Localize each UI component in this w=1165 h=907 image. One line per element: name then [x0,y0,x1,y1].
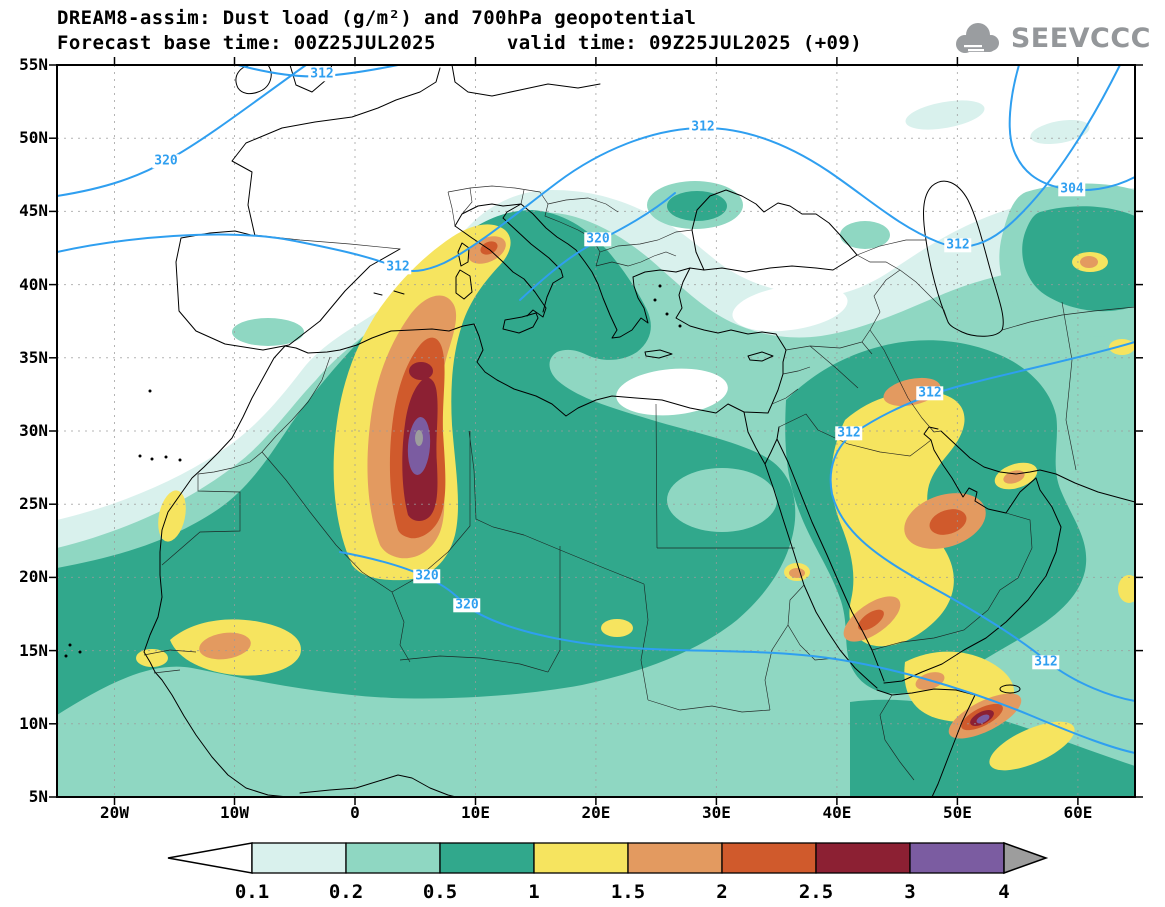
colorbar-left-arrow [167,842,253,874]
colorbar-cell [721,842,817,874]
colorbar-boundary-label: 0.1 [235,881,269,903]
colorbar-boundary-label: 2 [716,881,727,903]
lon-tick-label: 50E [942,803,972,822]
dust-load-filled-contours [57,100,1135,797]
geopotential-contour-label: 320 [584,231,612,247]
geopotential-contour-label: 312 [835,425,863,441]
lon-tick-label: 30E [701,803,731,822]
colorbar-boundary-label: 1 [528,881,539,903]
colorbar-cell [251,842,347,874]
lat-tick-label: 30N [19,421,48,440]
colorbar-cell [439,842,535,874]
colorbar-boundary-label: 3 [904,881,915,903]
axis-tick-marks [49,57,1143,805]
colorbar-cell [909,842,1005,874]
colorbar-cell [345,842,441,874]
lat-tick-label: 45N [19,201,48,221]
colorbar-boundary-label: 0.5 [423,881,457,903]
cloud-icon [955,23,999,53]
seevccc-logo: SEEVCCC [950,20,1151,56]
geopotential-contour-label: 312 [1032,654,1060,670]
lon-tick-label: 10W [220,803,249,822]
lon-tick-label: 10E [461,803,490,822]
lat-tick-label: 55N [19,55,48,74]
geopotential-contour-label: 312 [944,237,972,253]
lon-tick-label: 20E [581,803,611,822]
lat-tick-label: 35N [19,347,48,367]
colorbar-boundary-label: 1.5 [611,881,645,903]
geopotential-contour-label: 312 [384,259,412,275]
colorbar-right-arrow [1003,841,1049,875]
lat-tick-label: 20N [19,567,48,587]
country-borders [143,185,1135,781]
lat-tick-label: 15N [19,640,48,660]
coastlines [64,65,1135,797]
lat-tick-label: 25N [19,494,48,514]
geopotential-contour-label: 312 [308,66,336,82]
logo-text: SEEVCCC [1010,22,1151,54]
lon-tick-label: 0 [350,803,360,822]
geopotential-contour-label: 320 [453,597,481,613]
figure-subtitle: Forecast base time: 00Z25JUL2025 valid t… [57,32,863,54]
lat-tick-label: 10N [19,713,48,733]
lon-tick-label: 20W [100,803,129,822]
lon-tick-label: 60E [1063,803,1093,822]
lat-tick-label: 40N [19,274,48,294]
geopotential-contour-label: 320 [152,153,180,169]
colorbar-cell [533,842,629,874]
geopotential-contour-label: 320 [413,568,441,584]
colorbar-boundary-label: 2.5 [799,881,833,903]
lat-tick-label: 50N [19,128,48,148]
lat-tick-label: 5N [28,787,48,806]
colorbar-cell [627,842,723,874]
geopotential-contour-label: 312 [916,385,944,401]
geopotential-contour-label: 312 [689,119,717,135]
colorbar-boundary-label: 4 [998,881,1009,903]
figure-title: DREAM8-assim: Dust load (g/m²) and 700hP… [57,7,697,29]
colorbar-cell [815,842,911,874]
lon-tick-label: 40E [822,803,852,822]
colorbar-boundary-label: 0.2 [329,881,363,903]
geopotential-contour-label: 304 [1058,181,1086,197]
graticule-gridlines [57,65,1135,797]
colorbar-legend: 0.1 0.2 0.5 1 1.5 2 2.5 3 4 [167,841,1049,903]
